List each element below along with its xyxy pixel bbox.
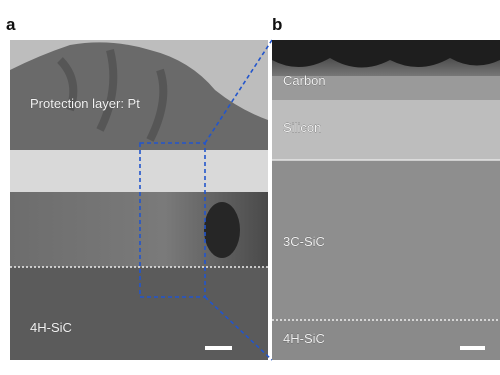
annotation: 4H-SiC (30, 320, 72, 335)
annotation: Protection layer: Pt (30, 96, 140, 111)
panel-label: b (272, 15, 282, 34)
annotation: Silicon (283, 120, 321, 135)
panel-b-image (272, 40, 500, 360)
annotation: Carbon (283, 73, 326, 88)
zoom-line (204, 296, 273, 361)
panel-a-image (10, 40, 268, 360)
annotation: 3C-SiC (283, 234, 325, 249)
annotation: 4H-SiC (283, 331, 325, 346)
panel-label: a (6, 15, 16, 34)
